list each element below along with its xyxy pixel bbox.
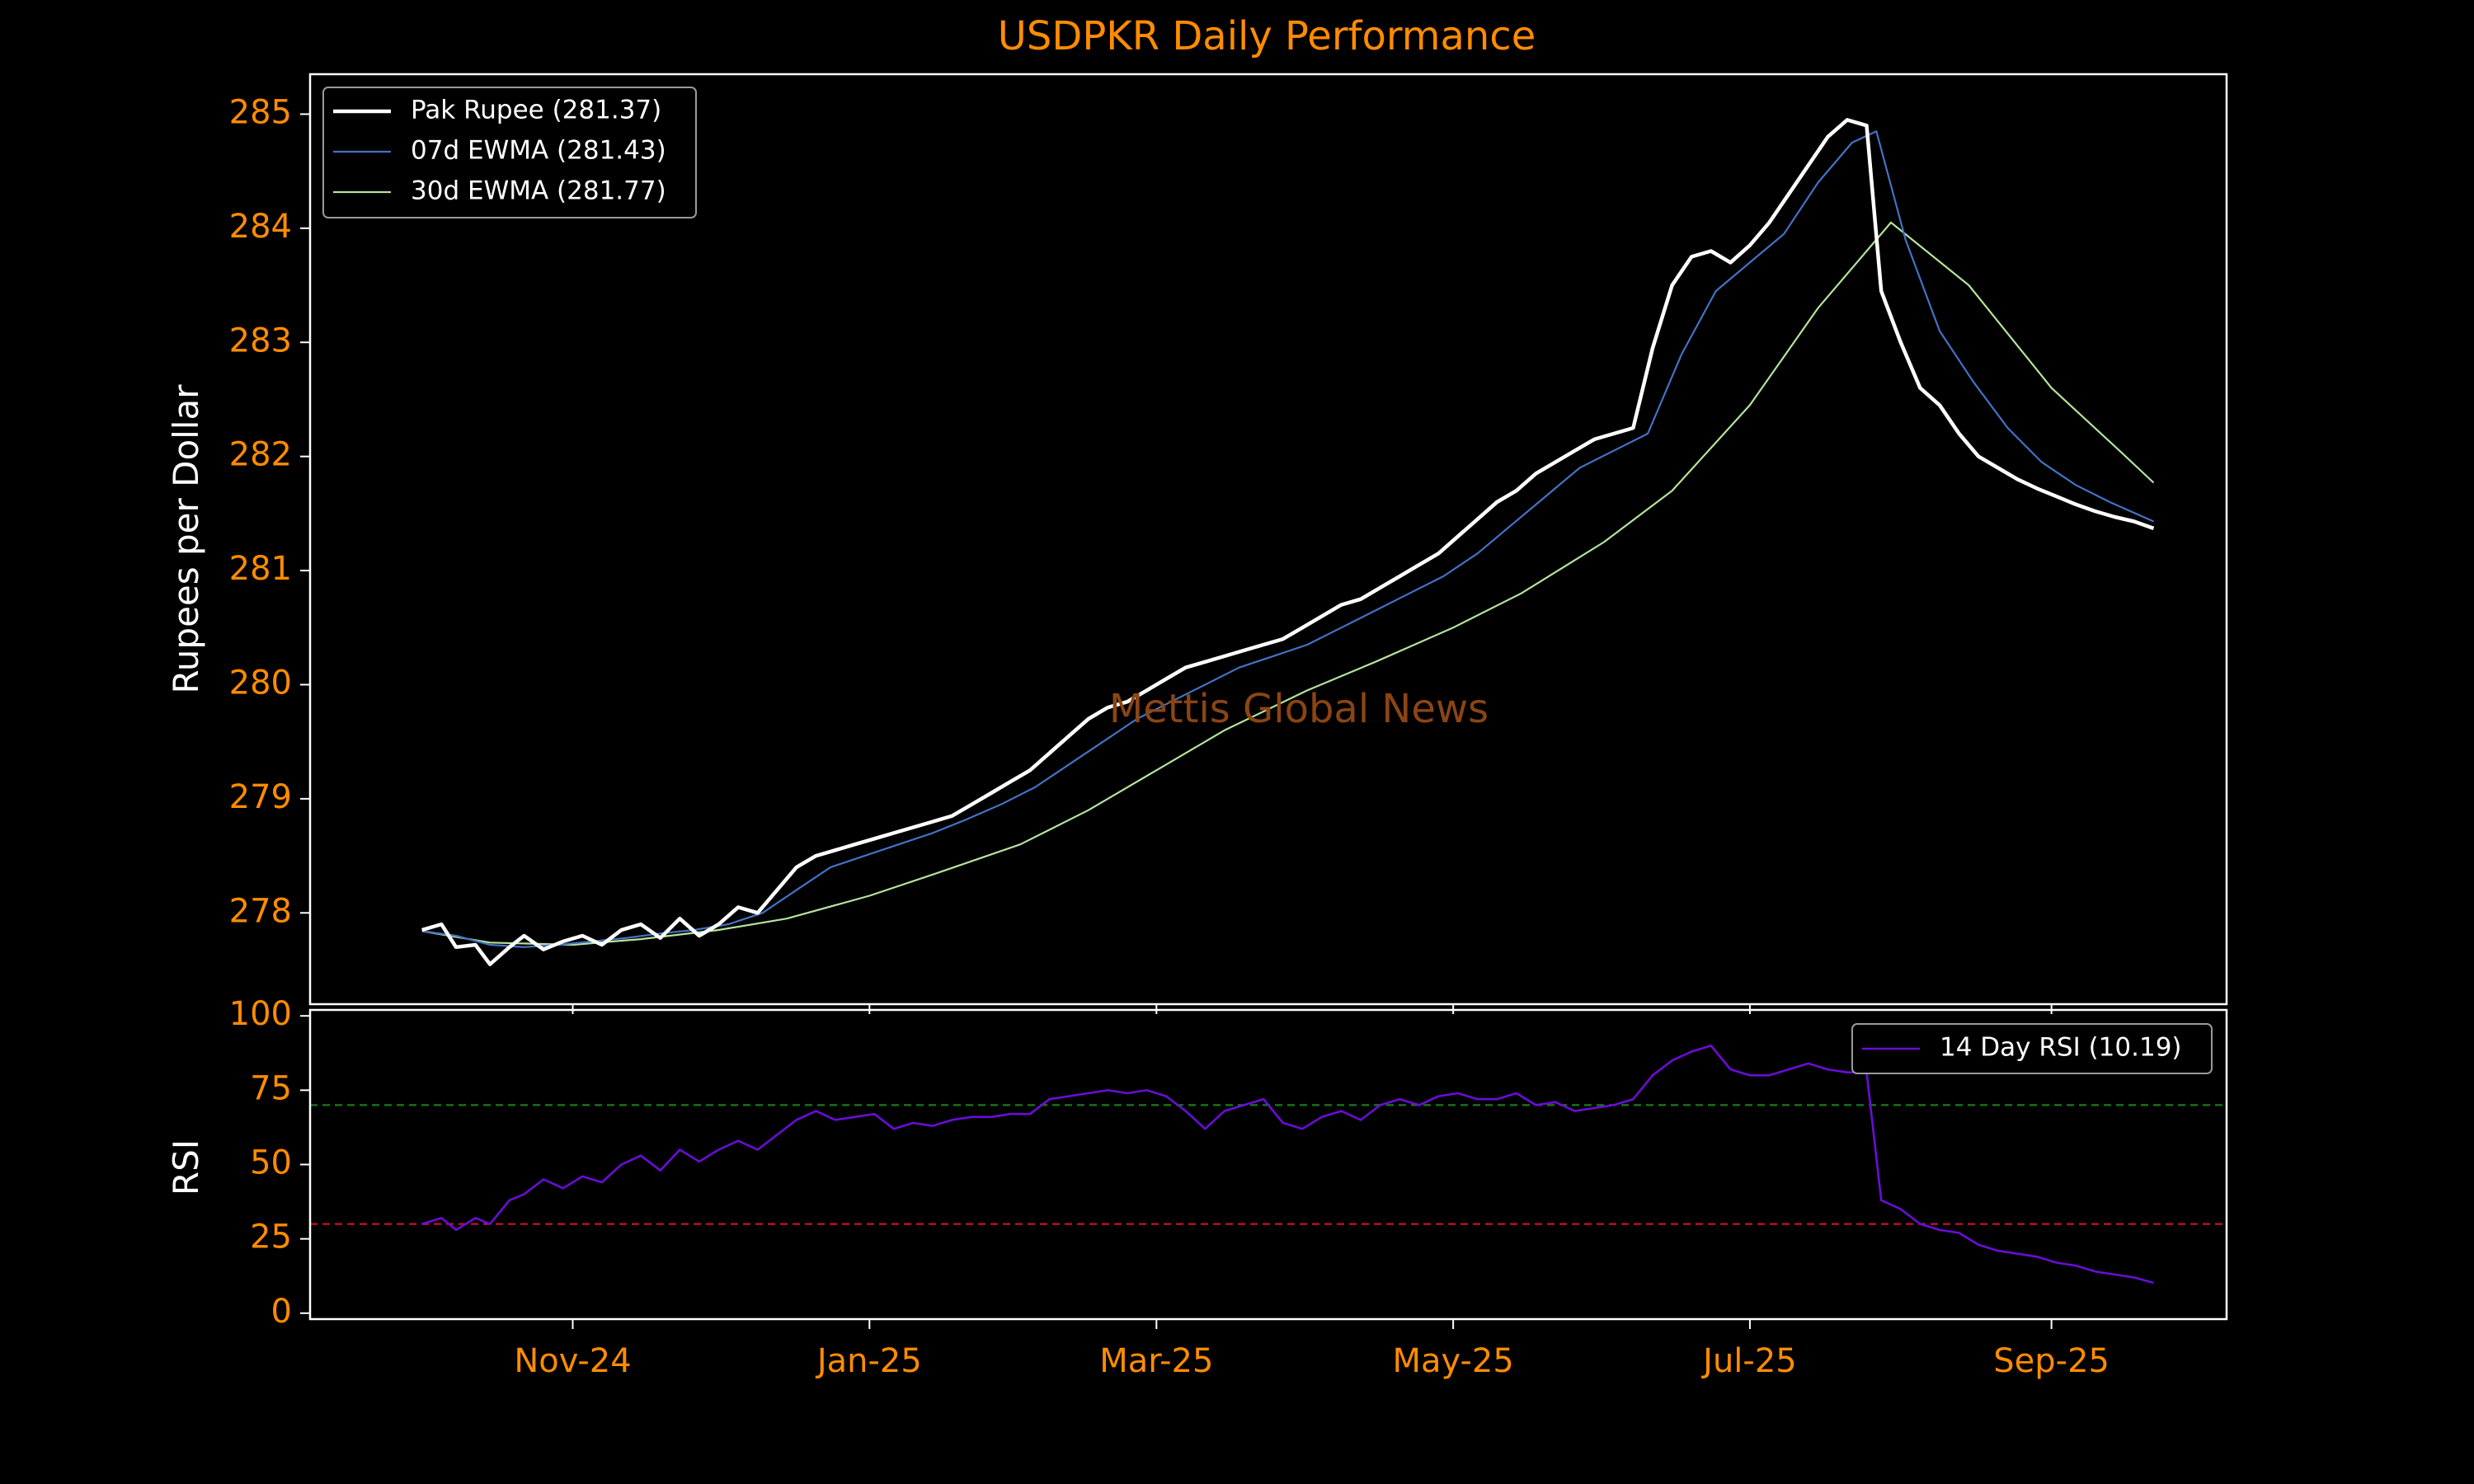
ewma-30d-line [421, 221, 2155, 946]
x-tick-label: May-25 [1392, 1342, 1513, 1380]
price-axes-frame [308, 73, 2228, 1006]
x-tick-label: Sep-25 [1993, 1342, 2109, 1380]
price-y-tick-label: 280 [229, 664, 292, 702]
legend-label-ewma-30d-line: 30d EWMA (281.77) [411, 176, 666, 206]
rsi-legend: 14 Day RSI (10.19) [1851, 1023, 2213, 1074]
rsi-y-tick-label: 25 [250, 1219, 292, 1256]
rupee-line [421, 118, 2155, 966]
price-y-tick-label: 284 [229, 208, 292, 246]
price-y-tick-label: 282 [229, 436, 292, 474]
rsi-axes-frame [308, 1008, 2228, 1321]
price-y-tick-label: 283 [229, 322, 292, 359]
rsi-legend-box [1851, 1023, 2213, 1074]
rsi-y-tick-label: 75 [250, 1069, 292, 1107]
legend-label-rsi-line: 14 Day RSI (10.19) [1940, 1033, 2182, 1063]
price-legend: Pak Rupee (281.37) 07d EWMA (281.43) 30d E… [322, 87, 697, 218]
rsi-y-tick-label: 100 [229, 995, 292, 1033]
x-axis-ticks: Nov-24 Jan-25 Mar-25 May-25 Jul-25 Sep-25 [514, 1004, 2109, 1380]
x-tick-label: Nov-24 [514, 1342, 631, 1380]
x-tick-label: Mar-25 [1099, 1342, 1213, 1380]
price-y-axis-label: Rupees per Dollar [166, 384, 206, 694]
rsi-y-axis-label: RSI [166, 1139, 206, 1195]
rsi-y-tick-label: 50 [250, 1144, 292, 1182]
price-panel: 278 279 280 281 282 283 284 285 Mettis Global N… [166, 73, 2228, 1006]
x-tick-label: Jul-25 [1700, 1342, 1797, 1380]
watermark: Mettis Global News [1109, 686, 1489, 732]
price-y-ticks: 278 279 280 281 282 283 284 285 [229, 93, 310, 930]
x-tick-label: Jan-25 [815, 1342, 922, 1380]
price-y-tick-label: 281 [229, 550, 292, 588]
rsi-y-ticks: 0 25 50 75 100 [229, 995, 310, 1331]
price-series [421, 118, 2155, 966]
price-y-tick-label: 285 [229, 93, 292, 131]
price-y-tick-label: 279 [229, 778, 292, 816]
price-legend-box [322, 87, 697, 218]
legend-label-ewma-07d-line: 07d EWMA (281.43) [411, 136, 666, 166]
chart-title: USDPKR Daily Performance [998, 13, 1536, 59]
price-y-tick-label: 278 [229, 892, 292, 930]
rsi-y-tick-label: 0 [271, 1293, 292, 1331]
legend-label-rupee-line: Pak Rupee (281.37) [411, 96, 661, 125]
rsi-panel: 0 25 50 75 100 RSI 14 Day RSI (10.19) Nov-24… [166, 995, 2228, 1380]
